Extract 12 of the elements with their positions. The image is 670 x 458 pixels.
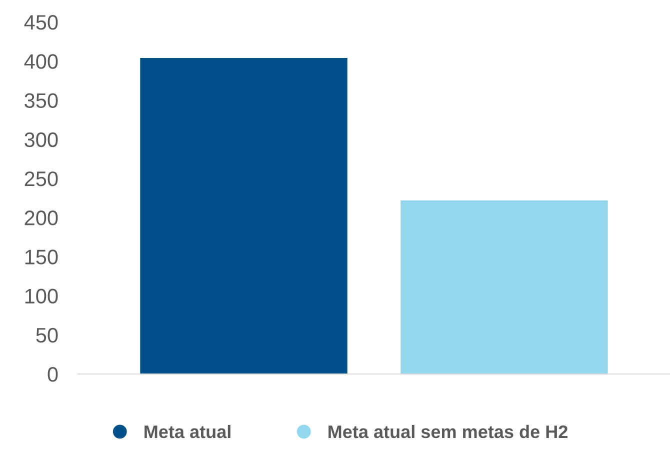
y-tick-label: 50 [36,328,58,343]
y-tick-label: 250 [24,171,58,186]
y-tick-label: 350 [24,93,58,108]
y-tick-label: 150 [25,250,58,264]
y-tick-label: 450 [24,15,58,30]
y-tick-label: 300 [24,132,58,148]
legend-label: Meta atual [144,424,230,438]
y-tick-label: 0 [48,367,58,382]
y-tick-label: 400 [24,54,58,69]
y-tick-label: 100 [25,288,58,304]
y-tick-label: 200 [24,210,58,226]
legend-label: Meta atual sem metas de H2 [328,424,568,438]
